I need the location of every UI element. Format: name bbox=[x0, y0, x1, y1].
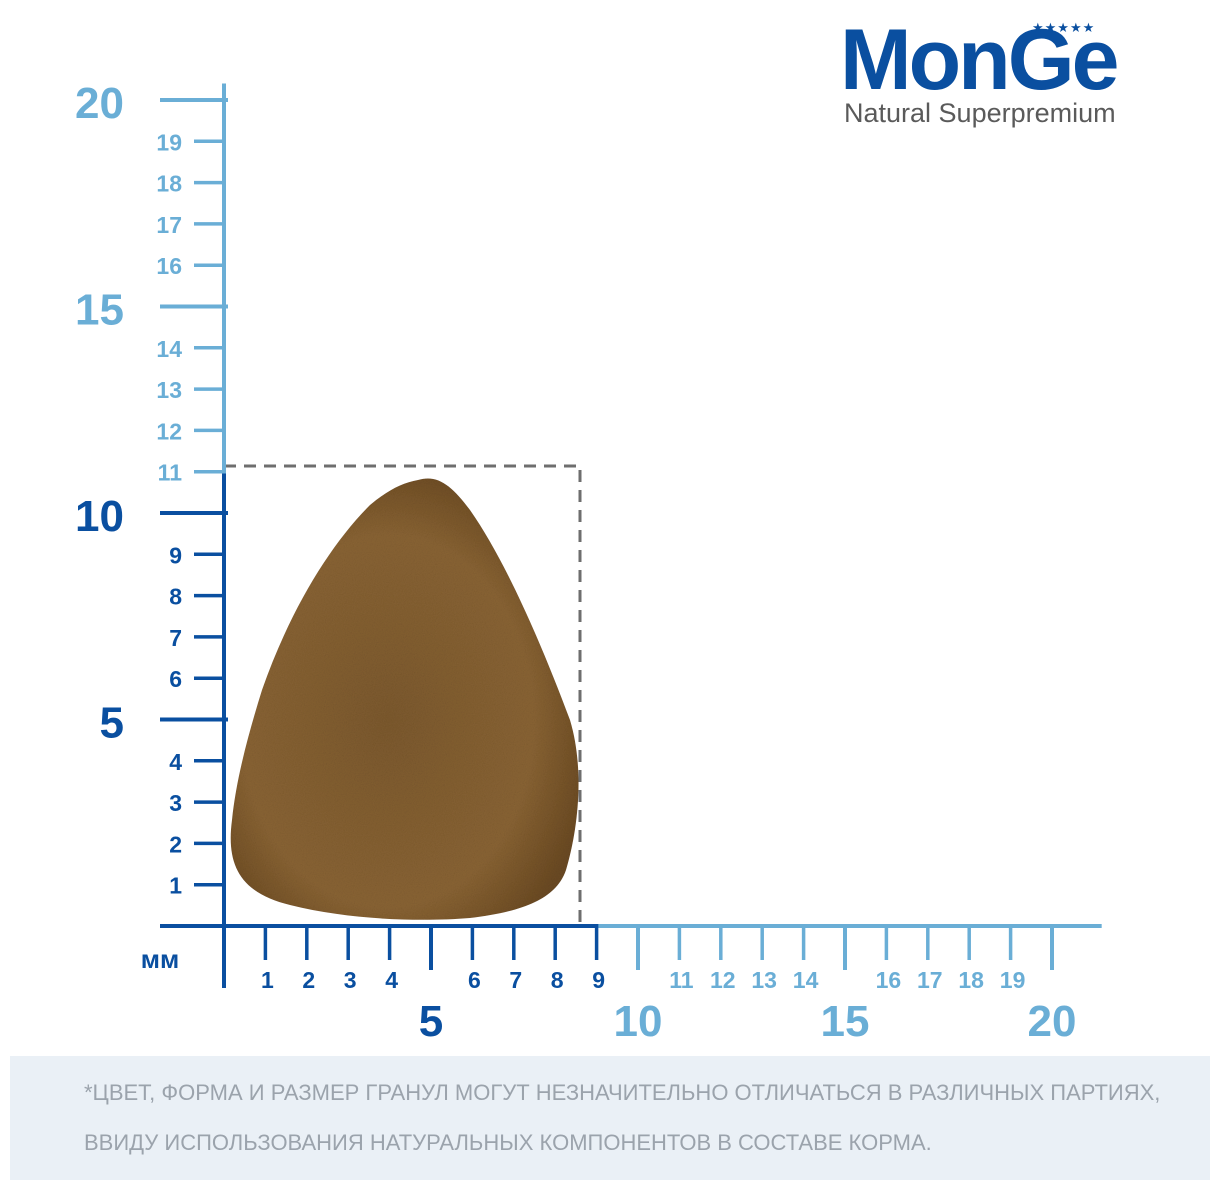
vertical-tick-label: 2 bbox=[169, 831, 182, 857]
horizontal-tick-label: 8 bbox=[551, 967, 564, 993]
vertical-tick-label: 14 bbox=[156, 336, 182, 362]
brand-stars-icon: ★★★★★ bbox=[1032, 20, 1096, 35]
vertical-major-label: 10 bbox=[75, 492, 124, 541]
brand-tagline: Natural Superpremium bbox=[844, 98, 1116, 128]
vertical-tick-label: 16 bbox=[156, 253, 182, 279]
vertical-tick-label: 3 bbox=[169, 790, 182, 816]
horizontal-tick-label: 7 bbox=[509, 967, 522, 993]
horizontal-tick-label: 16 bbox=[876, 967, 902, 993]
disclaimer-line-2: ВВИДУ ИСПОЛЬЗОВАНИЯ НАТУРАЛЬНЫХ КОМПОНЕН… bbox=[84, 1130, 932, 1155]
horizontal-tick-label: 1 bbox=[261, 967, 274, 993]
horizontal-major-label: 10 bbox=[614, 997, 663, 1046]
kibble-size-box bbox=[224, 464, 582, 926]
vertical-tick-label: 13 bbox=[156, 377, 182, 403]
vertical-tick-label: 8 bbox=[169, 584, 182, 610]
horizontal-tick-label: 18 bbox=[958, 967, 984, 993]
horizontal-major-label: 5 bbox=[419, 997, 443, 1046]
unit-label: мм bbox=[141, 944, 179, 974]
vertical-tick-label: 1 bbox=[169, 873, 182, 899]
vertical-tick-label: 9 bbox=[169, 542, 182, 568]
horizontal-tick-label: 14 bbox=[793, 967, 819, 993]
vertical-major-label: 15 bbox=[75, 286, 124, 335]
horizontal-tick-label: 6 bbox=[468, 967, 481, 993]
vertical-tick-label: 18 bbox=[156, 171, 182, 197]
vertical-tick-label: 19 bbox=[156, 129, 182, 155]
horizontal-tick-label: 9 bbox=[592, 967, 605, 993]
vertical-tick-label: 4 bbox=[169, 749, 182, 775]
horizontal-tick-label: 11 bbox=[669, 967, 694, 993]
vertical-tick-label: 11 bbox=[158, 460, 183, 486]
vertical-tick-label: 7 bbox=[169, 625, 182, 651]
disclaimer-panel: *ЦВЕТ, ФОРМА И РАЗМЕР ГРАНУЛ МОГУТ НЕЗНА… bbox=[10, 1056, 1210, 1180]
horizontal-tick-label: 3 bbox=[344, 967, 357, 993]
vertical-tick-label: 6 bbox=[169, 666, 182, 692]
vertical-major-label: 20 bbox=[75, 79, 124, 128]
vertical-major-label: 5 bbox=[100, 699, 124, 748]
horizontal-major-label: 20 bbox=[1028, 997, 1077, 1046]
vertical-tick-label: 17 bbox=[156, 212, 182, 238]
horizontal-tick-label: 2 bbox=[302, 967, 315, 993]
brand-name: MonGe bbox=[840, 12, 1119, 108]
horizontal-tick-label: 17 bbox=[917, 967, 943, 993]
horizontal-tick-label: 19 bbox=[1000, 967, 1026, 993]
disclaimer-line-1: *ЦВЕТ, ФОРМА И РАЗМЕР ГРАНУЛ МОГУТ НЕЗНА… bbox=[84, 1080, 1161, 1105]
horizontal-major-label: 15 bbox=[821, 997, 870, 1046]
vertical-tick-label: 12 bbox=[156, 418, 182, 444]
horizontal-tick-label: 12 bbox=[710, 967, 736, 993]
horizontal-tick-label: 4 bbox=[385, 967, 398, 993]
horizontal-tick-label: 13 bbox=[751, 967, 777, 993]
kibble-image bbox=[230, 478, 579, 920]
